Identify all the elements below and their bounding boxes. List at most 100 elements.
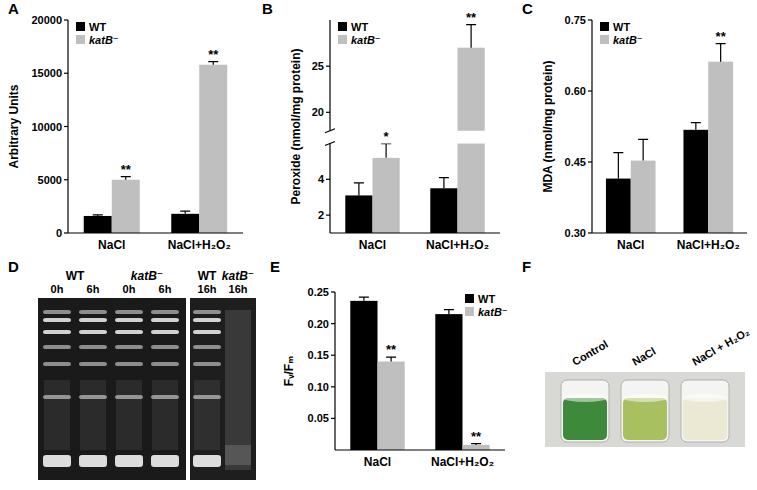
error-bar (359, 297, 369, 301)
bars (84, 62, 228, 233)
gel-group-label: katB⁻ (131, 269, 163, 283)
y-tick-label: 20 (312, 106, 324, 118)
photo-panel: FControlNaClNaCl + H₂O₂ (522, 258, 751, 447)
x-tick-label: NaCl (617, 238, 644, 252)
gel-band (151, 362, 179, 366)
tube-meniscus (563, 394, 607, 402)
gel-group-label: WT (66, 269, 85, 283)
tube-label: NaCl (630, 345, 658, 368)
legend-label: WT (478, 293, 495, 305)
y-tick-label: 4 (318, 173, 325, 185)
bar (463, 445, 490, 450)
gel-band (151, 330, 179, 334)
error-bar (121, 177, 131, 180)
gel-lane-label: 0h (123, 283, 136, 295)
y-tick (331, 418, 335, 419)
photo-image (545, 372, 745, 447)
error-bar (208, 62, 218, 65)
gel-image (38, 298, 186, 480)
gel-band (193, 455, 221, 467)
axis-break-mark (325, 129, 335, 133)
gel-band (79, 330, 107, 334)
gel-group-label: katB⁻ (222, 269, 254, 283)
gel-band (43, 310, 71, 314)
legend-swatch (76, 22, 85, 31)
legend-swatch (600, 35, 609, 44)
bars (350, 297, 489, 450)
error-bar (439, 178, 449, 189)
x-axis-line (592, 232, 747, 233)
gel-band (151, 345, 179, 349)
y-axis-label: Peroxide (nmol/mg protein) (289, 48, 303, 204)
x-tick-label: NaCl+H₂O₂ (677, 238, 740, 252)
significance: ** (386, 342, 397, 357)
bar (631, 161, 656, 233)
y-tick (331, 323, 335, 324)
bars (345, 25, 484, 233)
y-tick-label: 0.20 (308, 318, 329, 330)
tube-culture (563, 398, 607, 440)
y-axis-label: Arbitrary Units (7, 84, 21, 168)
y-tick-label: 25 (312, 60, 324, 72)
significance: ** (121, 162, 132, 177)
legend-swatch (338, 22, 347, 31)
y-tick (64, 232, 68, 233)
legend: WTkatB⁻ (600, 21, 643, 46)
x-axis-line (68, 232, 243, 233)
error-bar (180, 211, 190, 214)
y-tick-label: 0.05 (308, 412, 329, 424)
gel-band (43, 330, 71, 334)
gel-band (79, 362, 107, 366)
legend-label: WT (89, 21, 106, 33)
gel-band (115, 318, 143, 322)
gel-band (43, 455, 71, 467)
bar (199, 65, 227, 233)
error-bar (638, 139, 648, 160)
x-tick-label: NaCl (364, 455, 391, 469)
panel-label: A (8, 0, 19, 17)
tube-culture (683, 398, 727, 440)
gel-smear (44, 380, 70, 450)
y-tick-label: 0.60 (565, 85, 586, 97)
gel-group-label: WT (198, 269, 217, 283)
x-axis-line (330, 232, 500, 233)
legend-label: katB⁻ (89, 34, 119, 46)
tube-label: NaCl + H₂O₂ (690, 325, 751, 367)
tube (621, 380, 669, 442)
gel-band (151, 318, 179, 322)
y-axis-line (329, 20, 330, 131)
gel-band (43, 318, 71, 322)
gel-band (79, 310, 107, 314)
axes: 0.050.100.150.200.25NaClNaCl+H₂O₂Fᵥ/Fₘ (282, 286, 505, 469)
gel-band (151, 310, 179, 314)
bar (708, 62, 733, 233)
y-tick-label: 20000 (31, 14, 62, 26)
gel-band (193, 310, 221, 314)
gel-band (43, 345, 71, 349)
panel-chart: C**0.300.450.600.75NaClNaCl+H₂O₂MDA (nmo… (522, 0, 747, 252)
tube-culture (623, 398, 667, 440)
y-tick (64, 179, 68, 180)
y-axis-label: MDA (nmol/mg protein) (541, 60, 555, 192)
legend: WTkatB⁻ (338, 21, 381, 46)
significance: ** (208, 47, 219, 62)
panel-chart: A****05000100001500020000NaClNaCl+H₂O₂Ar… (7, 0, 243, 252)
y-tick (326, 112, 330, 113)
panel-label: B (262, 0, 273, 17)
significance: ** (471, 429, 482, 444)
gel-smear (194, 380, 220, 450)
y-tick (331, 386, 335, 387)
y-tick-label: 0.25 (308, 286, 329, 298)
bar (435, 314, 462, 450)
gel-band (193, 345, 221, 349)
y-tick-label: 0.45 (565, 156, 586, 168)
panel-label: E (270, 258, 280, 275)
axes: 242025NaClNaCl+H₂O₂Peroxide (nmol/mg pro… (289, 20, 500, 252)
gel-smear (225, 445, 251, 465)
legend-swatch (338, 35, 347, 44)
y-axis-line (329, 144, 330, 233)
axis-break-mark (325, 142, 335, 146)
panel-label: F (522, 258, 531, 275)
y-tick (64, 73, 68, 74)
y-tick-label: 0.30 (565, 227, 586, 239)
